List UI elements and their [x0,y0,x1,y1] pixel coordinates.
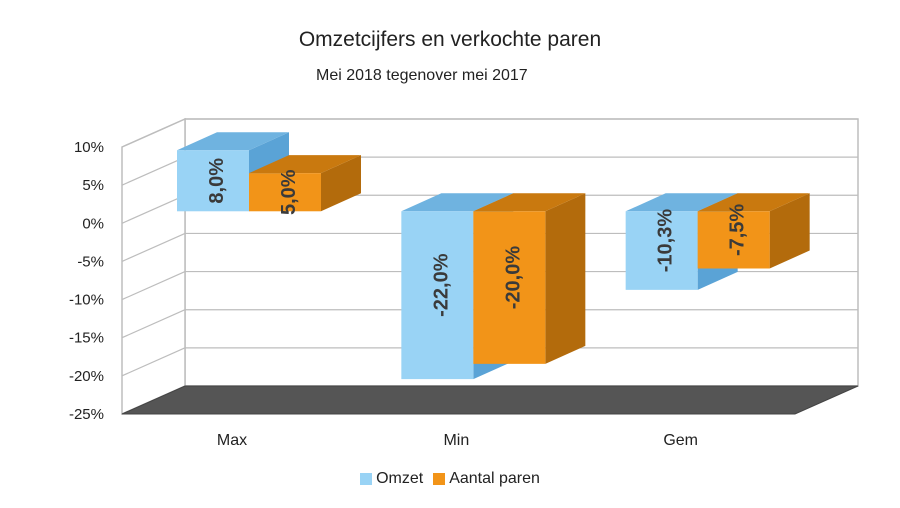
bar-top-omzet-min [401,193,514,212]
value-label-omzet-min: -22,0% [430,253,452,317]
bar-side-aantal-paren-gem [769,193,810,269]
y-tick-label: -15% [69,330,104,347]
gridline-side [121,232,186,262]
value-label-aantal-paren-max: 5,0% [278,169,300,215]
gridline-side [121,194,186,224]
bar-aantal-paren-min [473,211,546,364]
bar-top-omzet-max [177,132,289,151]
bar-aantal-paren-gem [697,211,770,269]
y-tick-label: 0% [82,215,104,232]
y-tick-label: 5% [82,177,104,194]
gridline-side [121,347,186,377]
gridline-side [121,156,186,186]
y-tick-label: -10% [69,292,104,309]
bar-aantal-paren-max [249,173,321,212]
bar-omzet-min [401,211,474,380]
x-tick-label-gem: Gem [663,432,698,449]
y-tick-label: 10% [74,139,104,156]
legend-label-aantal-paren: Aantal paren [449,470,540,487]
value-label-aantal-paren-min: -20,0% [502,246,524,310]
legend-item-omzet: Omzet [360,470,423,488]
x-tick-label-min: Min [443,432,469,449]
legend-swatch-aantal-paren [433,473,446,485]
bar-top-aantal-paren-gem [697,193,810,212]
legend-item-aantal-paren: Aantal paren [433,470,540,488]
value-label-omzet-max: 8,0% [206,158,228,204]
y-tick-label: -5% [77,253,104,270]
legend-label-omzet: Omzet [376,470,424,487]
gridline-side [121,309,186,339]
bar-omzet-gem [625,211,698,290]
chart-subtitle: Mei 2018 tegenover mei 2017 [316,67,528,84]
gridline-side [121,118,186,148]
bar-omzet-max [177,150,249,212]
floor [121,385,859,415]
bar-side-aantal-paren-min [545,193,586,364]
y-tick-label: -25% [69,406,104,423]
side-wall [121,117,186,416]
x-tick-label-max: Max [217,432,247,449]
legend: Omzet Aantal paren [0,470,900,488]
gridline-side [121,271,186,301]
value-label-aantal-paren-gem: -7,5% [727,204,749,256]
bar-top-aantal-paren-max [249,155,361,174]
chart-title: Omzetcijfers en verkochte paren [298,28,602,51]
legend-swatch-omzet [360,473,373,485]
y-tick-label: -20% [69,368,104,385]
bar-top-aantal-paren-min [473,193,586,212]
bar-side-aantal-paren-max [321,155,361,212]
value-label-omzet-gem: -10,3% [655,209,677,273]
bar-top-omzet-gem [625,193,738,212]
